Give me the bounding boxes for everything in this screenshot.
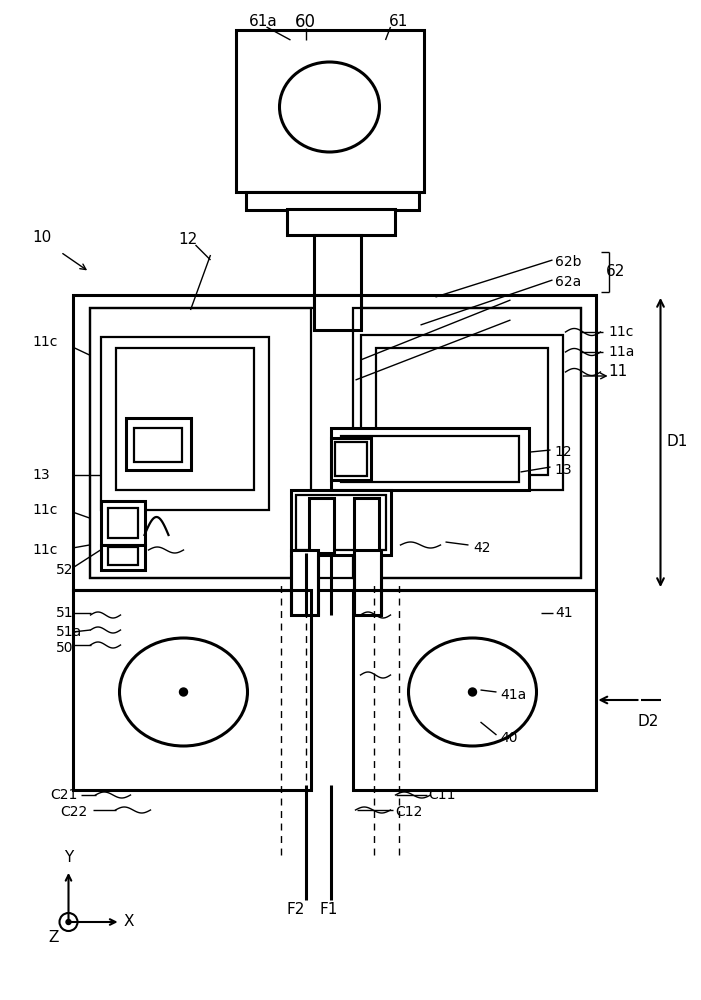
- Text: 42: 42: [473, 541, 491, 555]
- Circle shape: [179, 688, 187, 696]
- Text: 11c: 11c: [32, 503, 58, 517]
- Text: 51: 51: [55, 606, 73, 620]
- Bar: [72, 295, 596, 590]
- Bar: [353, 590, 596, 790]
- Text: 10: 10: [32, 231, 52, 245]
- Text: C22: C22: [60, 805, 88, 819]
- Bar: [245, 192, 418, 210]
- Bar: [290, 550, 318, 615]
- Text: 52: 52: [55, 563, 73, 577]
- Text: 60: 60: [295, 13, 316, 31]
- Text: 41: 41: [555, 606, 573, 620]
- Bar: [100, 501, 144, 545]
- Text: C11: C11: [428, 788, 456, 802]
- Bar: [353, 550, 381, 615]
- Bar: [133, 428, 182, 462]
- Bar: [341, 436, 519, 482]
- Text: 40: 40: [501, 731, 518, 745]
- Text: 61: 61: [388, 14, 408, 29]
- Bar: [353, 308, 580, 578]
- Text: Y: Y: [64, 850, 73, 865]
- Text: 11c: 11c: [32, 335, 58, 349]
- Bar: [116, 348, 254, 490]
- Text: 12: 12: [554, 445, 572, 459]
- Circle shape: [66, 920, 71, 924]
- Bar: [313, 295, 360, 330]
- Text: X: X: [123, 914, 134, 930]
- Bar: [330, 428, 529, 490]
- Bar: [125, 418, 191, 470]
- Text: 62a: 62a: [555, 275, 582, 289]
- Bar: [100, 545, 144, 570]
- Bar: [330, 438, 371, 480]
- Bar: [72, 590, 311, 790]
- Text: 61a: 61a: [248, 14, 278, 29]
- Text: D2: D2: [638, 714, 659, 730]
- Text: 41a: 41a: [501, 688, 526, 702]
- Text: 50: 50: [55, 641, 73, 655]
- Bar: [308, 498, 334, 553]
- Bar: [334, 442, 367, 476]
- Bar: [90, 308, 580, 578]
- Text: F2: F2: [286, 902, 305, 918]
- Text: 11c: 11c: [32, 543, 58, 557]
- Text: C21: C21: [50, 788, 78, 802]
- Bar: [313, 235, 360, 305]
- Circle shape: [468, 688, 477, 696]
- Text: 11c: 11c: [608, 325, 634, 339]
- Bar: [236, 30, 423, 192]
- Text: 11: 11: [608, 364, 628, 379]
- Text: 62: 62: [606, 264, 625, 279]
- Text: 11a: 11a: [608, 345, 635, 359]
- Bar: [90, 308, 311, 578]
- Text: D1: D1: [667, 434, 688, 450]
- Bar: [296, 495, 386, 550]
- Bar: [100, 337, 268, 510]
- Bar: [376, 348, 547, 475]
- Bar: [107, 508, 137, 538]
- Text: 13: 13: [554, 463, 572, 477]
- Bar: [107, 547, 137, 565]
- Text: 62b: 62b: [555, 255, 582, 269]
- Text: 12: 12: [179, 232, 198, 247]
- Bar: [360, 335, 562, 490]
- Text: C12: C12: [395, 805, 423, 819]
- Text: F1: F1: [320, 902, 338, 918]
- Text: Z: Z: [48, 930, 59, 944]
- Bar: [290, 490, 390, 555]
- Text: 51a: 51a: [55, 625, 82, 639]
- Bar: [353, 498, 379, 553]
- Bar: [287, 209, 395, 235]
- Text: 13: 13: [32, 468, 50, 482]
